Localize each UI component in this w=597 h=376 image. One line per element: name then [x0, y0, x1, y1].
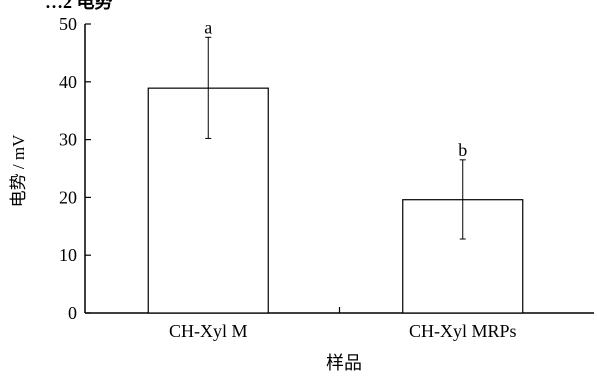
x-axis-label: 样品	[326, 353, 362, 373]
y-tick-label: 10	[59, 245, 77, 265]
y-tick-label: 20	[59, 187, 77, 207]
y-tick-label: 30	[59, 130, 77, 150]
y-tick-label: 40	[59, 72, 77, 92]
significance-label: b	[458, 140, 467, 160]
x-tick-label: CH-Xyl MRPs	[409, 321, 517, 341]
plot-area: 0 10 20 30 40 50 a CH-Xyl M b CH-Xyl MRPs	[59, 14, 594, 341]
x-tick-label: CH-Xyl M	[169, 321, 248, 341]
y-tick-label: 0	[68, 303, 77, 323]
y-tick-label: 50	[59, 14, 77, 34]
significance-label: a	[204, 17, 212, 37]
partial-title: …2 电势	[45, 0, 113, 12]
y-axis-label: 电势 / mV	[9, 134, 28, 207]
